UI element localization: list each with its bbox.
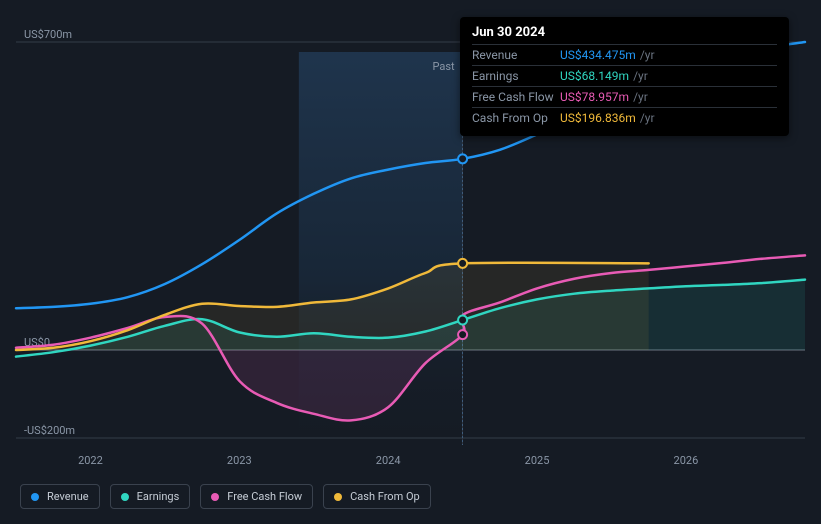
legend-label: Cash From Op xyxy=(350,490,420,503)
chart-tooltip: Jun 30 2024 RevenueUS$434.475m/yrEarning… xyxy=(460,17,789,136)
legend-item[interactable]: Free Cash Flow xyxy=(200,484,313,509)
x-axis-label: 2022 xyxy=(78,454,103,467)
marker-fcf xyxy=(458,330,467,339)
tooltip-row: Cash From OpUS$196.836m/yr xyxy=(472,107,777,128)
y-axis-label: US$700m xyxy=(24,28,72,41)
legend-label: Revenue xyxy=(47,490,89,503)
legend-label: Free Cash Flow xyxy=(227,490,302,503)
marker-cfo xyxy=(458,259,467,268)
legend-swatch xyxy=(334,493,342,501)
legend-item[interactable]: Earnings xyxy=(110,484,191,509)
tooltip-row-label: Cash From Op xyxy=(472,111,560,125)
legend-item[interactable]: Revenue xyxy=(20,484,100,509)
legend-label: Earnings xyxy=(137,490,180,503)
tooltip-date: Jun 30 2024 xyxy=(472,25,777,40)
tooltip-row-value: US$196.836m xyxy=(560,111,636,125)
tooltip-row-value: US$68.149m xyxy=(560,69,629,83)
tooltip-row-unit: /yr xyxy=(640,111,655,125)
legend-item[interactable]: Cash From Op xyxy=(323,484,431,509)
x-axis-label: 2025 xyxy=(525,454,550,467)
tooltip-row-label: Earnings xyxy=(472,69,560,83)
tooltip-row: RevenueUS$434.475m/yr xyxy=(472,44,777,65)
marker-revenue xyxy=(458,154,467,163)
x-axis-label: 2024 xyxy=(376,454,401,467)
tooltip-row: Free Cash FlowUS$78.957m/yr xyxy=(472,86,777,107)
financials-chart: -US$200mUS$0US$700mPastAnalysts Forecast… xyxy=(0,0,821,524)
tooltip-row-label: Revenue xyxy=(472,48,560,62)
tooltip-row-value: US$78.957m xyxy=(560,90,629,104)
x-axis-label: 2023 xyxy=(227,454,252,467)
legend-swatch xyxy=(121,493,129,501)
past-label: Past xyxy=(432,60,455,73)
x-axis-label: 2026 xyxy=(674,454,699,467)
legend-swatch xyxy=(31,493,39,501)
legend-swatch xyxy=(211,493,219,501)
legend: Revenue Earnings Free Cash Flow Cash From O… xyxy=(20,484,431,509)
marker-earnings xyxy=(458,316,467,325)
tooltip-row-value: US$434.475m xyxy=(560,48,636,62)
tooltip-row-label: Free Cash Flow xyxy=(472,90,560,104)
tooltip-row-unit: /yr xyxy=(640,48,655,62)
tooltip-row-unit: /yr xyxy=(633,90,648,104)
tooltip-row-unit: /yr xyxy=(633,69,648,83)
tooltip-row: EarningsUS$68.149m/yr xyxy=(472,65,777,86)
y-axis-label: -US$200m xyxy=(24,424,75,437)
